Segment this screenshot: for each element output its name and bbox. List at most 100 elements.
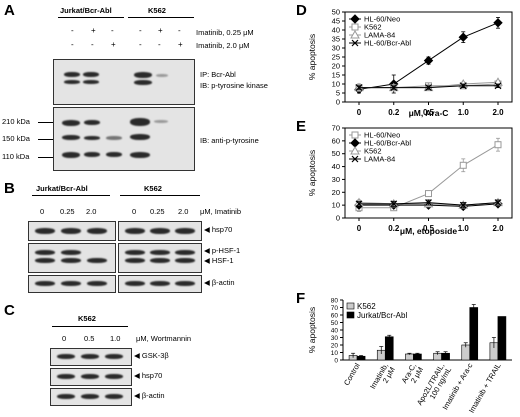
panel-b-dose: 2.0 (86, 207, 97, 216)
legend-marker (350, 14, 360, 24)
legend-label: Jurkat/Bcr-Abl (357, 311, 407, 320)
legend-marker (350, 138, 360, 148)
y-tick-label: 0 (336, 214, 340, 223)
y-tick-label: 45 (332, 17, 340, 26)
x-tick-label: 0.2 (388, 224, 400, 233)
panel-e-label: E (296, 118, 307, 135)
legend-label: HL-60/Neo (364, 15, 400, 24)
y-tick-label: 50 (331, 320, 339, 327)
legend-label: LAMA-84 (364, 31, 395, 40)
y-tick-label: 50 (332, 149, 340, 158)
bar (413, 353, 422, 361)
legend-marker (350, 29, 360, 39)
legend-label: K562 (357, 302, 376, 311)
y-tick-label: 20 (331, 343, 339, 350)
band (81, 374, 99, 379)
panel-a-sign: - (71, 40, 74, 49)
actin-text: β-actin (211, 278, 235, 287)
legend-label: HL-60/Neo (364, 131, 400, 140)
band (64, 72, 80, 77)
legend-marker (351, 155, 359, 163)
data-point (423, 55, 434, 66)
panel-a-group2-label: K562 (148, 6, 166, 15)
y-tick-label: 30 (332, 175, 340, 184)
panel-a-sign: + (111, 40, 116, 49)
legend-label: K562 (364, 23, 382, 32)
x-axis-label: μM, Ara-C (409, 108, 449, 118)
y-tick-label: 60 (331, 313, 339, 320)
x-tick-label: 0.2 (388, 108, 400, 117)
bar (469, 307, 479, 361)
legend-label: HL-60/Bcr-Abl (364, 139, 411, 148)
bar (384, 336, 394, 361)
y-tick-label: 30 (331, 335, 339, 342)
panel-a-blot2-label: IB: anti-p-tyrosine (200, 136, 259, 145)
panel-a-blot-bcr-abl (53, 59, 195, 105)
panel-a-blot-anti-p-tyrosine (53, 107, 195, 171)
panel-b-dose: 2.0 (178, 207, 189, 216)
band (35, 281, 55, 286)
y-tick-label: 10 (332, 80, 340, 89)
y-tick-label: 50 (332, 8, 340, 17)
legend-label: HL-60/Bcr-Abl (364, 39, 411, 48)
band (175, 250, 195, 255)
y-tick-label: 40 (331, 328, 339, 335)
legend-label: LAMA-84 (364, 155, 395, 164)
mw-marker-line (38, 157, 53, 158)
y-tick-label: 70 (331, 305, 339, 312)
data-point (458, 32, 468, 42)
panel-c-group-underline (52, 326, 128, 327)
panel-a-sign: - (91, 40, 94, 49)
band (156, 74, 168, 77)
x-tick-label-line: Control (342, 361, 362, 387)
data-point (493, 18, 503, 28)
data-point (494, 82, 502, 90)
band (35, 250, 55, 255)
phsf-text: p-HSF-1 (211, 246, 241, 255)
panel-b-group2-underline (120, 195, 200, 196)
band (81, 354, 99, 359)
x-tick-label: 1.0 (458, 224, 470, 233)
panel-b-blot-actin-left (28, 275, 116, 293)
legend-marker (351, 39, 359, 47)
panel-a-blot1-label1: IP: Bcr-Abl (200, 70, 236, 79)
band (87, 228, 107, 234)
band (125, 258, 145, 263)
y-tick-label: 0 (334, 358, 338, 365)
data-point (459, 161, 467, 169)
panel-c-unit: μM, Wortmannin (136, 334, 192, 343)
band (125, 228, 145, 234)
band (61, 281, 81, 286)
band (61, 250, 81, 255)
panel-b-blot-hsp70-left (28, 221, 116, 241)
panel-b-blot-hsf-right (118, 243, 202, 273)
band (83, 80, 99, 84)
panel-a-row1-label: Imatinib, 0.25 μM (196, 28, 254, 37)
data-point (494, 141, 502, 149)
gsk-text: GSK-3β (141, 351, 169, 360)
x-tick-label: 0.5 (423, 108, 435, 117)
actin-text: β-actin (141, 391, 165, 400)
x-tick-label: Control (342, 361, 362, 387)
band (150, 258, 170, 263)
panel-a-sign: + (178, 40, 183, 49)
x-tick-label: 0.5 (423, 224, 435, 233)
panel-a-sign: - (158, 40, 161, 49)
band (175, 281, 195, 286)
x-tick-label: 0 (357, 108, 362, 117)
band (84, 120, 100, 125)
panel-a-sign: + (158, 26, 163, 35)
band (87, 258, 107, 263)
data-point (355, 84, 363, 92)
panel-a-group2-underline (128, 17, 194, 18)
panel-a-label: A (4, 2, 15, 19)
data-point (459, 82, 467, 90)
panel-a-group1-underline (58, 17, 124, 18)
band (154, 120, 168, 123)
y-tick-label: 15 (332, 71, 340, 80)
panel-b-dose: 0 (40, 207, 45, 216)
y-tick-label: 10 (332, 201, 340, 210)
x-tick-label: Imatinib,2 μM (368, 362, 397, 395)
panel-a-mw-210: 210 kDa (2, 117, 30, 126)
